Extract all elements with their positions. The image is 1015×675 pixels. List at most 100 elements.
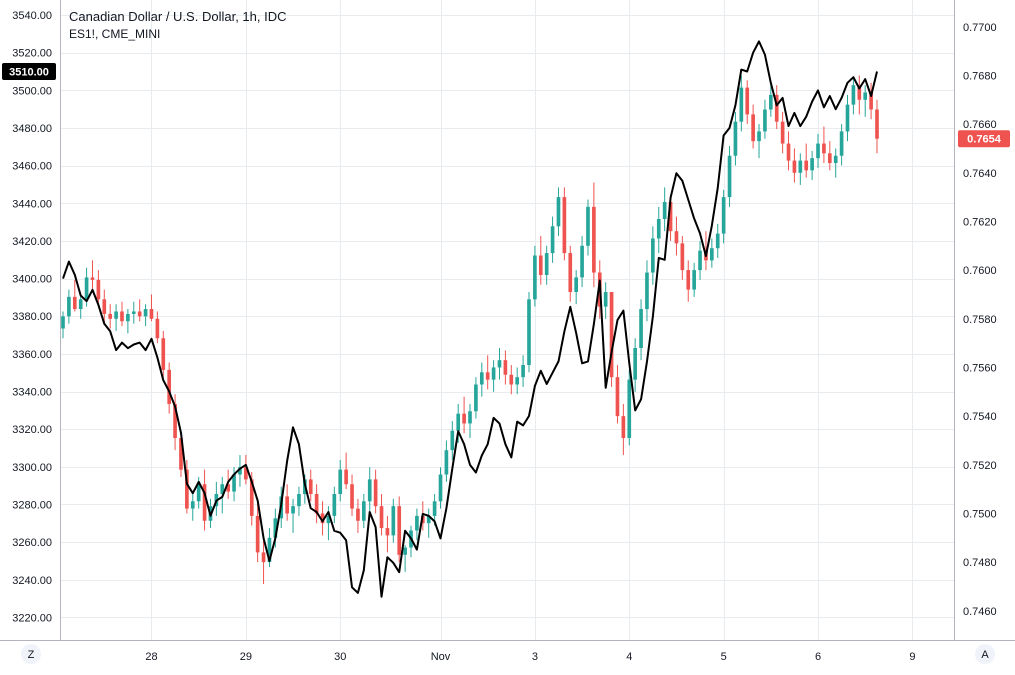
candle-body <box>137 311 142 317</box>
candle <box>810 150 814 181</box>
candle-body <box>757 131 761 142</box>
candle-body <box>509 374 514 385</box>
candle-body <box>485 372 490 380</box>
auto-scale-button-label[interactable]: A <box>981 649 989 661</box>
candle <box>426 508 431 538</box>
candle-body <box>391 506 396 536</box>
candle <box>869 82 873 120</box>
frame-layer <box>0 0 1015 641</box>
candle <box>344 452 348 490</box>
right-axis-tick-label: 0.7480 <box>963 557 997 569</box>
candle-body <box>727 155 732 198</box>
candle-body <box>397 506 402 555</box>
candle-body <box>403 547 407 555</box>
candle <box>538 236 543 285</box>
candle <box>763 99 767 139</box>
left-scale-button-label[interactable]: Z <box>28 649 35 661</box>
candle <box>639 299 643 361</box>
candle <box>556 187 561 237</box>
candle <box>562 187 567 261</box>
candle-body <box>544 253 549 275</box>
candle <box>774 85 779 129</box>
right-badge-bg <box>958 130 1010 148</box>
candle <box>238 455 242 487</box>
candle <box>550 216 555 263</box>
legend-overlay-symbol[interactable]: ES1!, CME_MINI <box>69 27 160 41</box>
candle <box>745 80 750 125</box>
candle-body <box>822 143 826 154</box>
candle-body <box>521 365 525 378</box>
auto-scale-button[interactable]: A <box>975 644 995 664</box>
candle <box>161 330 166 378</box>
left-axis-tick-label: 3420.00 <box>12 236 52 248</box>
time-axis-tick-label: 4 <box>626 651 632 663</box>
candle <box>680 236 685 280</box>
left-axis-ticks[interactable]: 3540.00 3520.00 3500.00 3480.00 3460.00 3440.… <box>12 10 52 624</box>
time-axis-tick-label: Nov <box>431 651 451 663</box>
candle <box>474 377 478 419</box>
candle-body <box>698 250 702 271</box>
candle <box>149 294 154 322</box>
candle-body <box>674 231 679 244</box>
candle-body <box>869 92 873 110</box>
left-scale-button-bg[interactable] <box>21 644 41 664</box>
candle-body <box>78 299 83 310</box>
candle <box>621 403 626 456</box>
candle <box>633 338 637 392</box>
candle <box>751 104 755 149</box>
right-axis-tick-label: 0.7540 <box>963 411 997 423</box>
candle-body <box>350 484 354 509</box>
time-axis-tick-label: 9 <box>909 651 915 663</box>
candle <box>350 474 354 516</box>
candle-body <box>338 469 343 494</box>
candle <box>615 365 620 424</box>
left-axis-tick-label: 3400.00 <box>12 274 52 286</box>
candle-body <box>456 413 461 431</box>
time-axis-ticks[interactable]: 28 29 30 Nov 3 4 5 6 9 <box>145 651 915 663</box>
candle-body <box>491 367 496 380</box>
candle-body <box>126 313 130 322</box>
candle-body <box>515 377 520 385</box>
candle <box>757 124 761 159</box>
candle-body <box>90 277 95 280</box>
candle <box>202 469 207 531</box>
candle-body <box>367 479 372 502</box>
candle-body <box>432 501 437 516</box>
candle <box>332 486 337 524</box>
candle <box>367 467 372 512</box>
candle <box>674 216 679 256</box>
candle-body <box>185 469 189 509</box>
candle <box>592 182 596 288</box>
candle <box>143 304 148 327</box>
candle-body <box>149 309 154 319</box>
left-axis-tick-label: 3480.00 <box>12 123 52 135</box>
candle-body <box>438 474 443 502</box>
candle <box>515 367 520 395</box>
time-axis-tick-label: 29 <box>240 651 252 663</box>
right-axis-ticks[interactable]: 0.7700 0.7680 0.7660 0.7640 0.7620 0.7600 0.75… <box>963 22 997 618</box>
candle-body <box>851 85 856 105</box>
candle-body <box>568 253 573 293</box>
candle <box>609 292 614 387</box>
candle-body <box>361 501 366 521</box>
right-last-value-badge: 0.7654 <box>958 130 1010 148</box>
candle-body <box>786 143 791 161</box>
candle <box>338 459 343 502</box>
left-scale-button[interactable]: Z <box>21 644 41 664</box>
candle <box>114 304 118 331</box>
overlay-line-layer <box>62 40 878 598</box>
candle <box>102 289 107 324</box>
candle <box>67 289 71 324</box>
right-last-value-label: 0.7654 <box>967 134 1002 146</box>
candle <box>479 362 484 397</box>
auto-scale-button-bg[interactable] <box>975 644 995 664</box>
candle-body <box>120 311 124 322</box>
candle-body <box>468 411 472 424</box>
candle <box>497 347 502 380</box>
candle <box>126 309 130 334</box>
candle-body <box>462 413 466 424</box>
candle-body <box>67 296 71 317</box>
